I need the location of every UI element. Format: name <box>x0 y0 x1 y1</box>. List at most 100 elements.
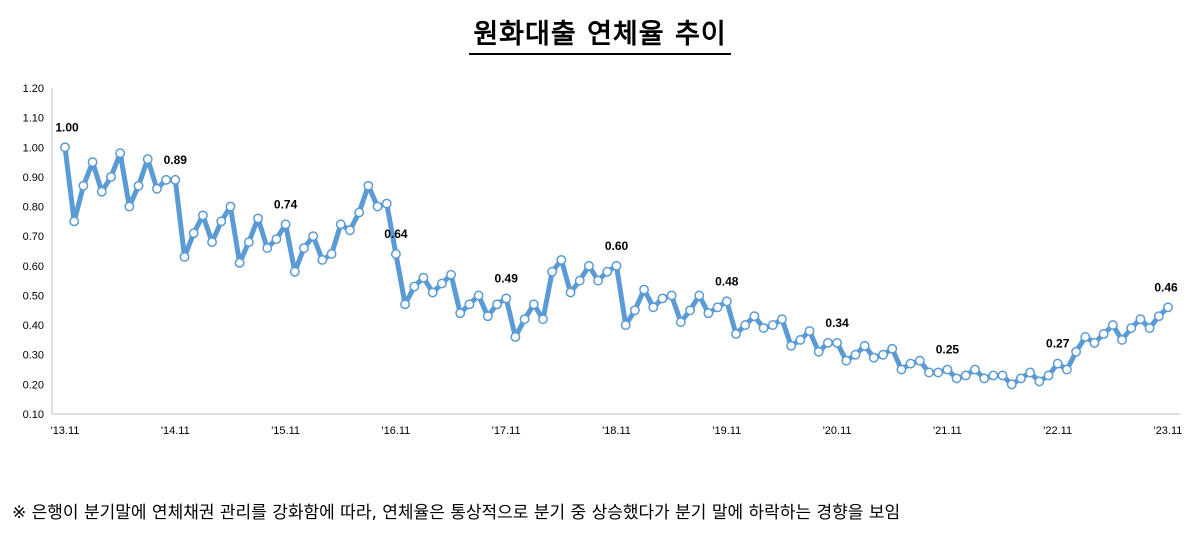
data-point <box>832 337 843 348</box>
data-point <box>1089 337 1100 348</box>
data-point <box>786 340 797 351</box>
data-point <box>813 346 824 357</box>
data-point <box>960 370 971 381</box>
data-point <box>142 154 153 165</box>
data-point <box>942 364 953 375</box>
data-point <box>749 311 760 322</box>
data-point <box>170 174 181 185</box>
data-point <box>1107 320 1118 331</box>
data-point <box>528 299 539 310</box>
x-tick-label: '20.11 <box>823 425 852 437</box>
data-point <box>372 201 383 212</box>
data-label: 0.49 <box>495 271 519 285</box>
data-point <box>1015 373 1026 384</box>
data-point <box>151 183 162 194</box>
data-point <box>924 367 934 378</box>
data-point <box>243 237 254 248</box>
data-point <box>482 311 493 322</box>
data-point <box>262 243 273 253</box>
data-point <box>574 275 585 286</box>
data-point <box>308 231 319 242</box>
data-point <box>253 213 263 224</box>
data-point <box>731 329 741 339</box>
data-point <box>583 260 594 271</box>
data-point <box>418 272 429 283</box>
data-point <box>979 373 990 384</box>
data-point <box>455 308 466 319</box>
x-tick-label: '22.11 <box>1043 425 1072 437</box>
data-point <box>473 290 484 301</box>
data-point <box>997 370 1008 381</box>
data-point <box>299 243 309 253</box>
data-point <box>666 290 677 301</box>
y-tick-label: 0.60 <box>23 261 44 273</box>
data-labels: 1.00 0.89 0.74 0.64 0.49 0.60 0.48 0.34 0.25 0.27… <box>55 120 1178 356</box>
x-tick-label: '21.11 <box>933 425 962 437</box>
data-point <box>593 275 604 286</box>
y-tick-label: 0.80 <box>23 202 44 214</box>
x-tick-label: '17.11 <box>492 425 521 437</box>
data-point <box>363 180 374 191</box>
data-point <box>78 180 89 191</box>
data-point <box>390 249 401 259</box>
data-point <box>712 302 723 313</box>
data-label: 0.46 <box>1154 280 1178 294</box>
data-point <box>721 296 732 307</box>
data-label: 0.34 <box>825 316 849 330</box>
data-point <box>1153 311 1164 322</box>
data-point <box>96 186 107 197</box>
data-point <box>538 314 548 325</box>
x-tick-label: '18.11 <box>602 425 631 437</box>
data-points <box>60 142 1173 390</box>
data-point <box>1144 323 1155 334</box>
data-point <box>234 257 245 268</box>
y-tick-label: 1.00 <box>23 142 44 154</box>
data-point <box>381 198 392 209</box>
data-point <box>970 364 980 375</box>
data-point <box>859 340 870 351</box>
data-point <box>1034 376 1045 387</box>
data-point <box>1163 302 1173 313</box>
data-point <box>556 254 567 265</box>
data-point <box>1071 346 1082 357</box>
data-point <box>354 207 365 218</box>
x-tick-label: '13.11 <box>51 425 80 437</box>
data-point <box>409 281 420 292</box>
data-point <box>933 367 944 378</box>
data-point <box>124 201 135 212</box>
data-point <box>1098 329 1109 339</box>
data-point <box>335 219 346 230</box>
data-point <box>216 216 227 227</box>
data-point <box>694 290 705 301</box>
data-point <box>1117 334 1127 345</box>
x-tick-label: '15.11 <box>271 425 300 437</box>
footnote: ※ 은행이 분기말에 연체채권 관리를 강화함에 따라, 연체율은 통상적으로 … <box>12 503 901 523</box>
x-axis: '13.11 '14.11 '15.11 '16.11 '17.11 '18.11 '19.… <box>51 413 1183 437</box>
data-point <box>887 343 898 354</box>
y-tick-label: 0.90 <box>23 172 44 184</box>
y-tick-label: 0.20 <box>23 379 44 391</box>
data-point <box>611 260 622 271</box>
data-label: 0.60 <box>605 239 629 253</box>
x-tick-label: '19.11 <box>712 425 741 437</box>
data-point <box>602 266 613 277</box>
data-point <box>896 364 907 375</box>
data-point <box>1043 370 1054 381</box>
data-point <box>675 317 686 328</box>
data-point <box>188 228 199 239</box>
y-axis: 0.10 0.20 0.30 0.40 0.50 0.60 0.70 0.80 0.90 1.00… <box>23 83 53 421</box>
chart-title: 원화대출 연체율 추이 <box>469 12 731 55</box>
data-point <box>547 266 558 277</box>
data-point <box>510 331 521 342</box>
x-tick-label: '23.11 <box>1154 425 1183 437</box>
data-point <box>777 314 787 325</box>
data-point <box>905 358 916 369</box>
data-point <box>767 320 778 331</box>
data-point <box>436 278 447 289</box>
data-point <box>629 305 640 316</box>
line-chart: 0.10 0.20 0.30 0.40 0.50 0.60 0.70 0.80 0.90 1.00… <box>23 83 1183 437</box>
data-point <box>740 320 751 331</box>
y-tick-label: 1.10 <box>23 113 44 125</box>
data-point <box>179 251 190 262</box>
data-point <box>868 352 879 363</box>
